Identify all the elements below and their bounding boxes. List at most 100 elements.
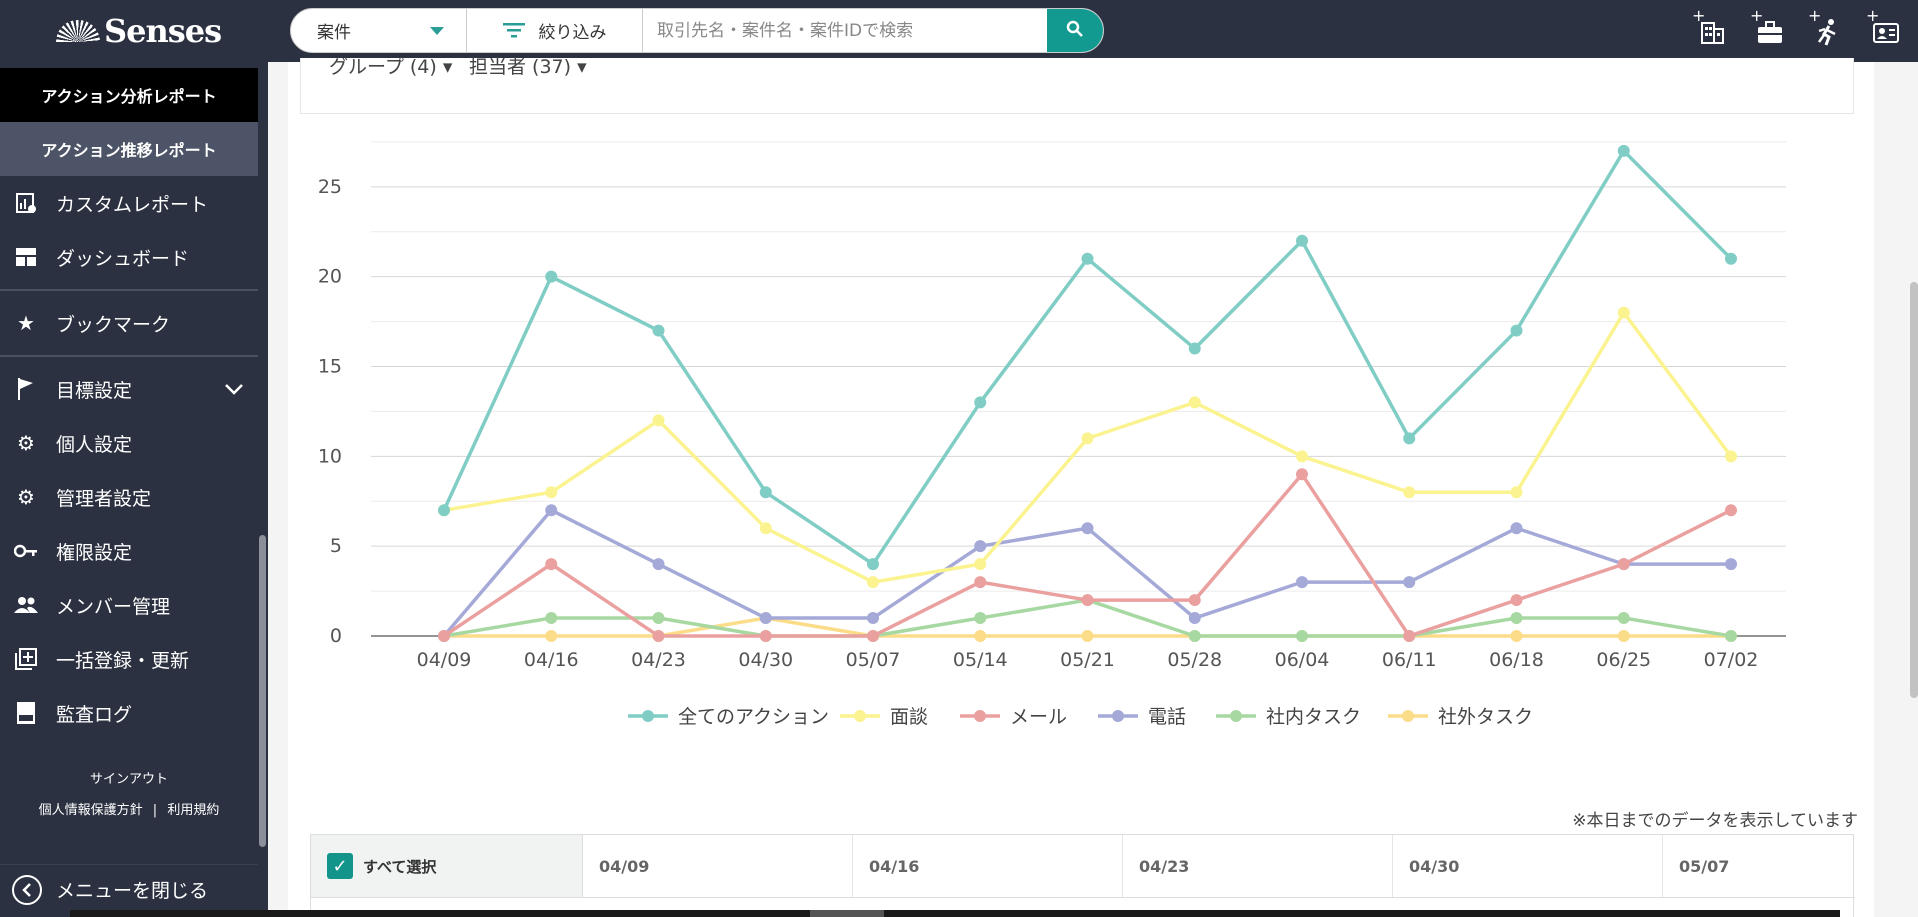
search-type-select[interactable]: 案件 — [291, 9, 467, 52]
search-input[interactable] — [643, 9, 1047, 52]
data-point — [759, 522, 772, 535]
sidebar-item-goal-settings[interactable]: 目標設定 — [0, 362, 258, 416]
select-all-checkbox[interactable]: ✓ すべて選択 — [311, 835, 583, 897]
sidebar-item-label: 個人設定 — [56, 433, 133, 456]
data-point — [759, 486, 772, 499]
chevron-down-icon[interactable] — [224, 379, 244, 400]
x-tick-label: 04/23 — [631, 649, 686, 671]
x-tick-label: 05/28 — [1167, 649, 1222, 671]
data-point — [1081, 252, 1094, 265]
add-action-icon[interactable] — [1808, 6, 1848, 52]
series-line — [442, 149, 1733, 566]
table-column-header: 04/09 — [583, 835, 853, 897]
privacy-policy-link[interactable]: 個人情報保護方針 — [38, 803, 143, 818]
terms-link[interactable]: 利用規約 — [167, 803, 220, 818]
page-scrollbar[interactable] — [1910, 282, 1918, 698]
x-tick-label: 06/18 — [1489, 649, 1544, 671]
log-icon — [14, 701, 38, 725]
group-filter-label: グループ (4) — [329, 56, 437, 78]
data-point — [1296, 576, 1308, 589]
user-gear-icon: ⚙ — [17, 431, 35, 455]
filter-icon — [502, 19, 525, 43]
sidebar-item-audit-log[interactable]: 監査ログ — [0, 686, 258, 740]
sidebar-item-label: ブックマーク — [56, 313, 171, 336]
data-point — [1188, 396, 1201, 409]
sidebar-item-permission-settings[interactable]: 権限設定 — [0, 524, 258, 578]
horizontal-scrollbar[interactable] — [70, 910, 1840, 917]
x-tick-label: 06/04 — [1275, 649, 1330, 671]
data-point — [1403, 630, 1416, 642]
sidebar-item-label: ダッシュボード — [56, 247, 190, 270]
legal-separator: | — [152, 803, 158, 818]
data-point — [1403, 432, 1416, 445]
add-company-icon[interactable] — [1692, 6, 1732, 52]
data-point — [1725, 450, 1737, 463]
app-logo[interactable]: Senses — [0, 0, 268, 62]
horizontal-scrollbar-thumb[interactable] — [810, 910, 884, 917]
caret-down-icon: ▾ — [577, 56, 587, 78]
data-point — [1510, 630, 1523, 642]
legal-links: 個人情報保護方針 | 利用規約 — [0, 799, 258, 818]
y-tick-label: 0 — [330, 625, 342, 647]
add-contact-icon[interactable] — [1866, 6, 1906, 52]
data-point — [1725, 504, 1737, 517]
data-point — [974, 558, 987, 571]
x-tick-label: 05/07 — [846, 649, 901, 671]
search-button[interactable] — [1047, 9, 1103, 52]
x-tick-label: 04/30 — [738, 649, 793, 671]
data-point — [867, 612, 879, 625]
sidebar-item-member-management[interactable]: メンバー管理 — [0, 578, 258, 632]
data-point — [545, 612, 558, 625]
data-point — [1510, 486, 1523, 499]
sidebar-item-dashboard[interactable]: ダッシュボード — [0, 230, 258, 284]
top-bar: 案件 絞り込み — [268, 0, 1918, 62]
data-point — [974, 396, 987, 409]
legend-entry: メール — [1010, 706, 1067, 728]
sidebar-item-action-analysis-report[interactable]: アクション分析レポート — [0, 68, 258, 122]
table-column-header: 04/23 — [1123, 835, 1393, 897]
data-point — [1081, 432, 1094, 445]
sidebar-item-label: メンバー管理 — [56, 595, 171, 618]
sidebar-item-custom-report[interactable]: カスタムレポート — [0, 176, 258, 230]
filter-button[interactable]: 絞り込み — [467, 9, 643, 52]
data-table: ✓ すべて選択 04/09 04/16 04/23 04/30 05/07 — [310, 834, 1855, 917]
sidebar-item-label: 一括登録・更新 — [56, 649, 190, 672]
legend-entry: 社内タスク — [1266, 706, 1361, 728]
data-point — [1617, 558, 1630, 571]
signout-link[interactable]: サインアウト — [89, 772, 168, 787]
data-point — [1725, 630, 1737, 642]
sidebar-item-bulk-update[interactable]: 一括登録・更新 — [0, 632, 258, 686]
sidebar-item-personal-settings[interactable]: ⚙ 個人設定 — [0, 416, 258, 470]
data-point — [1188, 612, 1201, 625]
data-point — [1403, 486, 1416, 499]
group-filter-dropdown[interactable]: グループ (4) ▾ — [329, 52, 452, 79]
sidebar-item-admin-settings[interactable]: ⚙ 管理者設定 — [0, 470, 258, 524]
sidebar-item-bookmark[interactable]: ★ ブックマーク — [0, 296, 258, 350]
y-tick-label: 25 — [318, 176, 342, 198]
gear-icon: ⚙ — [17, 485, 35, 509]
search-icon — [1066, 19, 1084, 43]
data-point — [1296, 450, 1308, 463]
data-point — [1725, 558, 1737, 571]
sidebar-scrollbar[interactable] — [259, 535, 266, 847]
data-point — [1510, 522, 1523, 535]
report-panel: グループ (4) ▾ 担当者 (37) ▾ 05101520253004/090… — [288, 56, 1874, 917]
sidebar-item-action-trend-report[interactable]: アクション推移レポート — [0, 122, 258, 176]
close-menu-button[interactable]: メニューを閉じる — [0, 864, 258, 914]
owner-filter-dropdown[interactable]: 担当者 (37) ▾ — [469, 52, 587, 79]
legend-entry: 全てのアクション — [678, 706, 829, 728]
data-point — [867, 576, 879, 589]
data-point — [759, 630, 772, 642]
legend-swatch-dot — [642, 710, 654, 722]
data-point — [1617, 630, 1630, 642]
custom-report-icon — [14, 191, 38, 215]
checkmark-icon: ✓ — [327, 853, 353, 879]
add-deal-icon[interactable] — [1750, 6, 1790, 52]
data-point — [652, 630, 665, 642]
legend-swatch-dot — [1112, 710, 1124, 722]
y-tick-label: 10 — [318, 445, 342, 467]
data-note: ※本日までのデータを表示しています — [1572, 811, 1858, 831]
table-column-header: 04/16 — [853, 835, 1123, 897]
data-point — [974, 630, 987, 642]
sidebar-item-label: 目標設定 — [56, 379, 133, 402]
